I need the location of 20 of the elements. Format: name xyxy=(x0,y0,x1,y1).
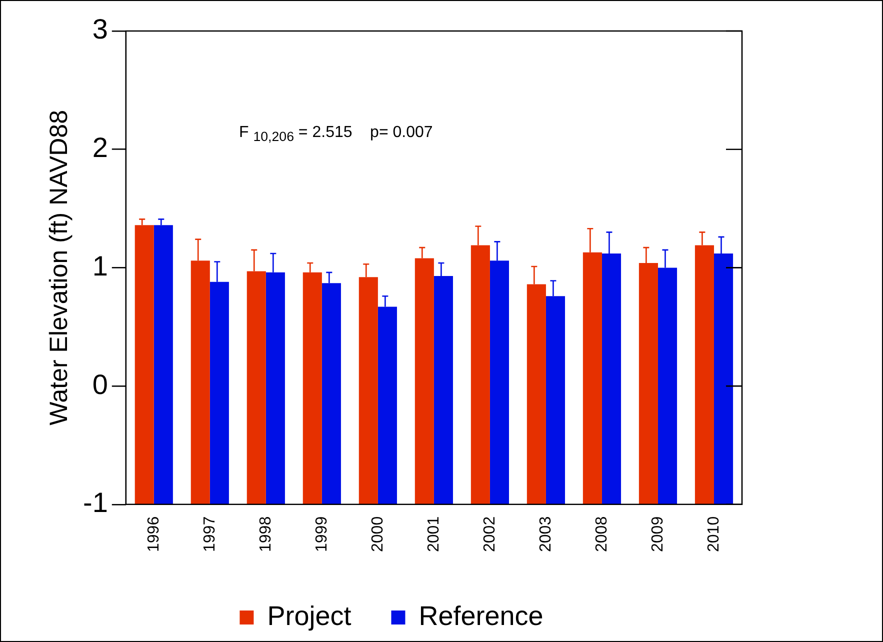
x-tick-label: 1999 xyxy=(313,516,330,552)
x-tick-label: 2000 xyxy=(369,516,386,552)
y-tick-label: 2 xyxy=(92,132,108,164)
annotation: F $_{10,206}$ = 2.515 p= 0.007 xyxy=(239,124,433,144)
x-tick-label: 1997 xyxy=(201,516,218,552)
x-tick-label: 2003 xyxy=(537,516,554,552)
x-tick-label: 2010 xyxy=(705,516,722,552)
x-tick-label: 1996 xyxy=(145,516,162,552)
x-tick-label: 2009 xyxy=(649,516,666,552)
legend-label: Reference xyxy=(418,600,544,631)
x-tick-label: 2002 xyxy=(481,516,498,552)
legend-label: Project xyxy=(267,600,352,631)
y-tick-label: 3 xyxy=(92,14,108,45)
y-tick-label: -1 xyxy=(82,487,108,518)
x-tick-label: 1998 xyxy=(257,516,274,552)
y-tick-label: 1 xyxy=(92,250,108,282)
x-tick-label: 2001 xyxy=(425,516,442,552)
x-tick-label: 2008 xyxy=(593,516,610,552)
y-tick-label: 0 xyxy=(92,368,108,400)
y-axis-title: Water Elevation (ft) NAVD88 xyxy=(44,110,73,426)
